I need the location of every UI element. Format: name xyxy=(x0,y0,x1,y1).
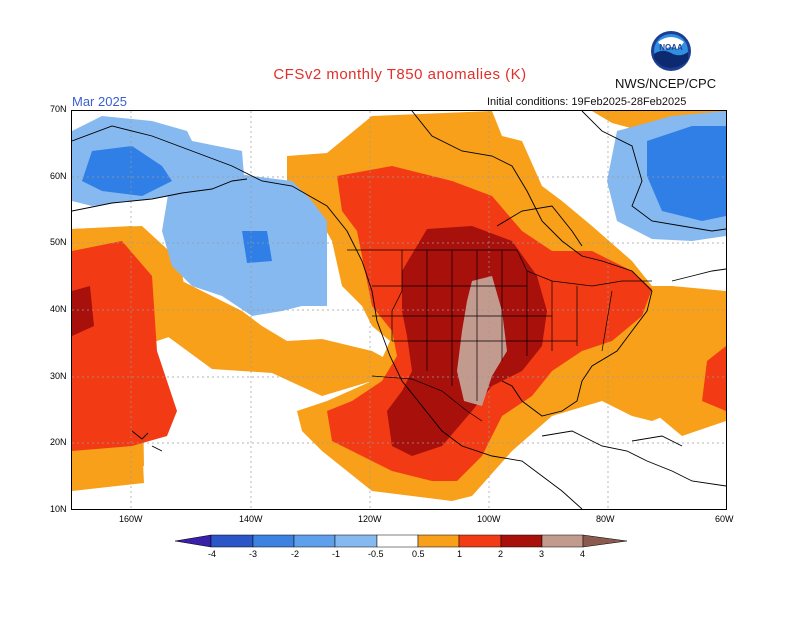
colorbar-label: 1 xyxy=(457,549,463,559)
colorbar-label: -4 xyxy=(208,549,217,559)
lon-label: 100W xyxy=(477,514,501,524)
lon-label: 120W xyxy=(358,514,382,524)
colorbar-label: -1 xyxy=(332,549,341,559)
anomaly-region xyxy=(72,441,144,491)
logo-text: NOAA xyxy=(659,43,683,52)
colorbar-label: 2 xyxy=(498,549,504,559)
map-canvas xyxy=(72,111,726,509)
lon-label: 60W xyxy=(715,514,734,524)
anomaly-region xyxy=(72,241,177,451)
anomaly-region xyxy=(702,346,726,411)
anomaly-region xyxy=(242,231,272,263)
anomaly-region xyxy=(647,126,726,221)
lat-label: 10N xyxy=(50,504,67,514)
anomaly-map xyxy=(71,110,727,510)
anomaly-region xyxy=(82,146,172,196)
lon-label: 80W xyxy=(596,514,615,524)
lat-label: 40N xyxy=(50,304,67,314)
borders xyxy=(347,249,652,422)
colorbar-label: -2 xyxy=(291,549,300,559)
colorbar-label: 3 xyxy=(539,549,545,559)
lat-label: 70N xyxy=(50,104,67,114)
month-label: Mar 2025 xyxy=(72,94,127,109)
noaa-logo: NOAA xyxy=(651,31,691,71)
colorbar-label: 0.5 xyxy=(412,549,425,559)
colorbar xyxy=(175,534,627,548)
lon-label: 140W xyxy=(239,514,263,524)
colorbar-label: -0.5 xyxy=(368,549,384,559)
lat-label: 60N xyxy=(50,171,67,181)
lat-label: 30N xyxy=(50,371,67,381)
chart-title: CFSv2 monthly T850 anomalies (K) xyxy=(273,66,527,83)
agency-label: NWS/NCEP/CPC xyxy=(615,76,717,91)
anomaly-region xyxy=(72,226,390,396)
colorbar-label: 4 xyxy=(580,549,586,559)
lat-label: 50N xyxy=(50,237,67,247)
lat-label: 20N xyxy=(50,437,67,447)
lon-label: 160W xyxy=(119,514,143,524)
anomaly-region xyxy=(72,286,94,336)
colorbar-label: -3 xyxy=(249,549,258,559)
coastlines xyxy=(72,111,726,509)
initial-conditions-label: Initial conditions: 19Feb2025-28Feb2025 xyxy=(487,96,687,108)
